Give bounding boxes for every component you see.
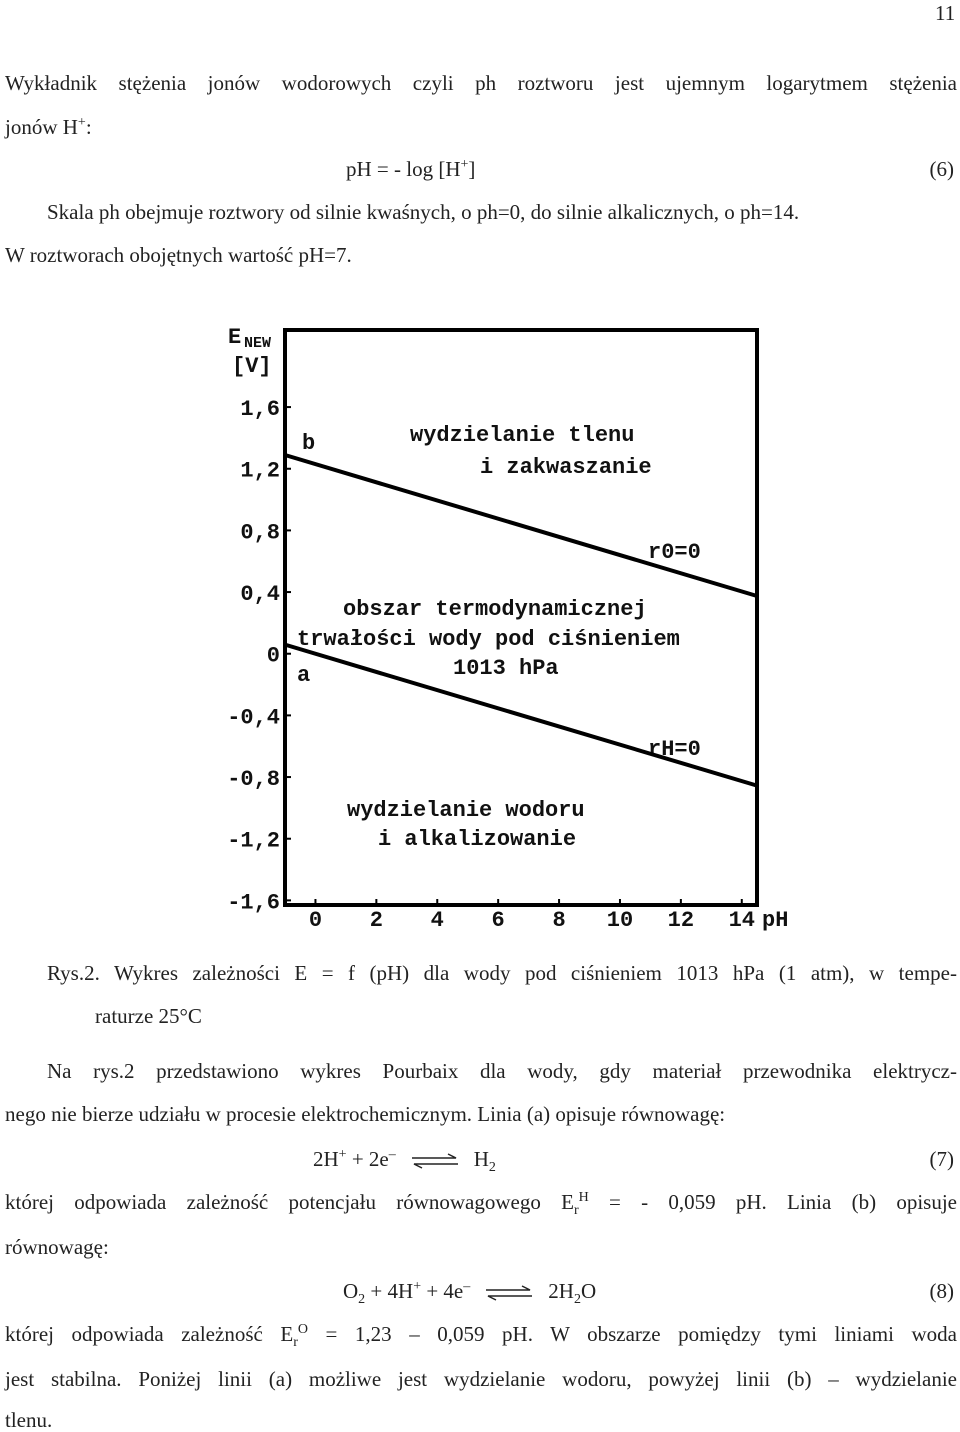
series-line [284,642,758,788]
caption: Rys.2. Wykres zależności E = f (pH) dla … [47,960,957,986]
text: O [580,1279,597,1303]
text: + 4H [365,1279,414,1303]
text-line: której odpowiada zależność potencjału ró… [5,1189,957,1219]
text: Wykładnik stężenia jonów wodorowych czyl… [5,71,957,95]
annotation: wydzielanie tlenu [410,423,634,448]
x-axis-label: pH [762,908,788,933]
equation: O2 + 4H+ + 4e– 2H2O (8) [343,1278,957,1308]
text-line: nego nie bierze udziału w procesie elekt… [5,1101,725,1127]
equation: pH = - log [H+] (6) [346,156,957,182]
superscript: + [338,1147,347,1162]
text: jonów H [5,115,78,139]
superscript: – [388,1147,396,1162]
equilibrium-arrow [411,1153,458,1169]
superscript: H [578,1190,589,1205]
subscript: 2 [358,1292,366,1308]
superscript: – [463,1279,471,1294]
text-line: jest stabilna. Poniżej linii (a) możliwe… [5,1366,957,1392]
text-line: Skala ph obejmuje roztwory od silnie kwa… [47,199,799,225]
text-line: Na rys.2 przedstawiono wykres Pourbaix d… [47,1058,957,1084]
text: Na rys.2 przedstawiono wykres Pourbaix d… [47,1059,957,1083]
y-tick-label: 1,6 [240,397,280,422]
text: 2H [548,1279,574,1303]
annotation: rH=0 [648,737,701,762]
annotation: i alkalizowanie [378,827,576,852]
annotation: r0=0 [648,540,701,565]
y-axis-label-subscript: NEW [244,335,271,352]
text: Skala ph obejmuje roztwory od silnie kwa… [47,200,800,224]
text-line: tlenu. [5,1407,52,1432]
page-number: 11 [935,1,956,25]
series-label: b [302,431,315,456]
y-tick-label: 0 [267,644,280,669]
y-tick-label: -0,8 [227,767,280,792]
chart: E NEW [V] pH wydzielanie tlenu i zakwasz… [227,325,788,933]
text: = - 0,059 pH. Linia (b) opisuje [588,1190,957,1214]
x-tick-label: 8 [552,908,565,933]
equation-number: (6) [929,157,955,181]
text: ] [468,157,476,181]
text: 2H [313,1147,339,1171]
plot-frame [283,328,759,907]
text: : [85,115,92,139]
caption: raturze 25°C [95,1003,202,1029]
x-tick-label: 14 [729,908,755,933]
text: pH = - log [H [346,157,461,181]
superscript: + [77,115,86,130]
text: nego nie bierze udziału w procesie elekt… [5,1102,726,1126]
superscript: + [460,157,469,172]
subscript: r [573,1203,579,1219]
equation-number: (7) [929,1147,955,1171]
x-tick-label: 12 [668,908,694,933]
subscript: 2 [573,1292,581,1308]
text-line: równowagę: [5,1234,109,1260]
text-line: W roztworach obojętnych wartość pH=7. [5,242,352,268]
superscript: O [297,1322,308,1337]
annotation: trwałości wody pod ciśnieniem [297,627,680,652]
y-tick-label: 0,4 [240,582,280,607]
subscript: r [293,1335,298,1351]
text-line: jonów H+: [5,114,92,140]
text: H [473,1147,489,1171]
y-axis-unit: [V] [232,354,272,379]
text: tlenu. [5,1408,53,1432]
annotation: wydzielanie wodoru [347,798,585,823]
text: + 2e [346,1147,389,1171]
equilibrium-arrow [486,1285,533,1301]
text: W roztworach obojętnych wartość pH=7. [5,243,352,267]
text: = 1,23 – 0,059 pH. W obszarze pomiędzy t… [307,1322,957,1346]
y-axis-label: E [228,325,241,350]
y-tick-label: 1,2 [240,459,280,484]
subscript: 2 [488,1160,496,1176]
x-tick-label: 10 [607,908,633,933]
text: O [343,1279,359,1303]
y-tick-label: -0,4 [227,705,280,730]
text-line: Wykładnik stężenia jonów wodorowych czyl… [5,70,957,96]
y-tick-label: -1,6 [227,890,280,915]
annotation: i zakwaszanie [480,455,652,480]
text: + 4e [421,1279,464,1303]
text: której odpowiada zależność potencjału ró… [5,1190,574,1214]
equation-number: (8) [929,1279,955,1303]
x-tick-label: 6 [492,908,505,933]
x-tick-label: 4 [431,908,444,933]
equation: 2H+ + 2e– H2 (7) [313,1146,957,1176]
y-tick-label: 0,8 [240,520,280,545]
x-tick-label: 2 [370,908,383,933]
text-line: której odpowiada zależność ErO = 1,23 – … [5,1321,957,1351]
annotation: obszar termodynamicznej [343,597,647,622]
text: równowagę: [5,1235,109,1259]
series-line [284,453,758,598]
text: jest stabilna. Poniżej linii (a) możliwe… [5,1367,957,1391]
text: Rys.2. Wykres zależności E = f (pH) dla … [47,961,957,985]
y-tick-label: -1,2 [227,829,280,854]
annotation: 1013 hPa [453,656,559,681]
text: raturze 25°C [95,1004,202,1028]
series-label: a [297,663,310,688]
x-tick-label: 0 [309,908,322,933]
text: której odpowiada zależność E [5,1322,294,1346]
superscript: + [413,1279,422,1294]
